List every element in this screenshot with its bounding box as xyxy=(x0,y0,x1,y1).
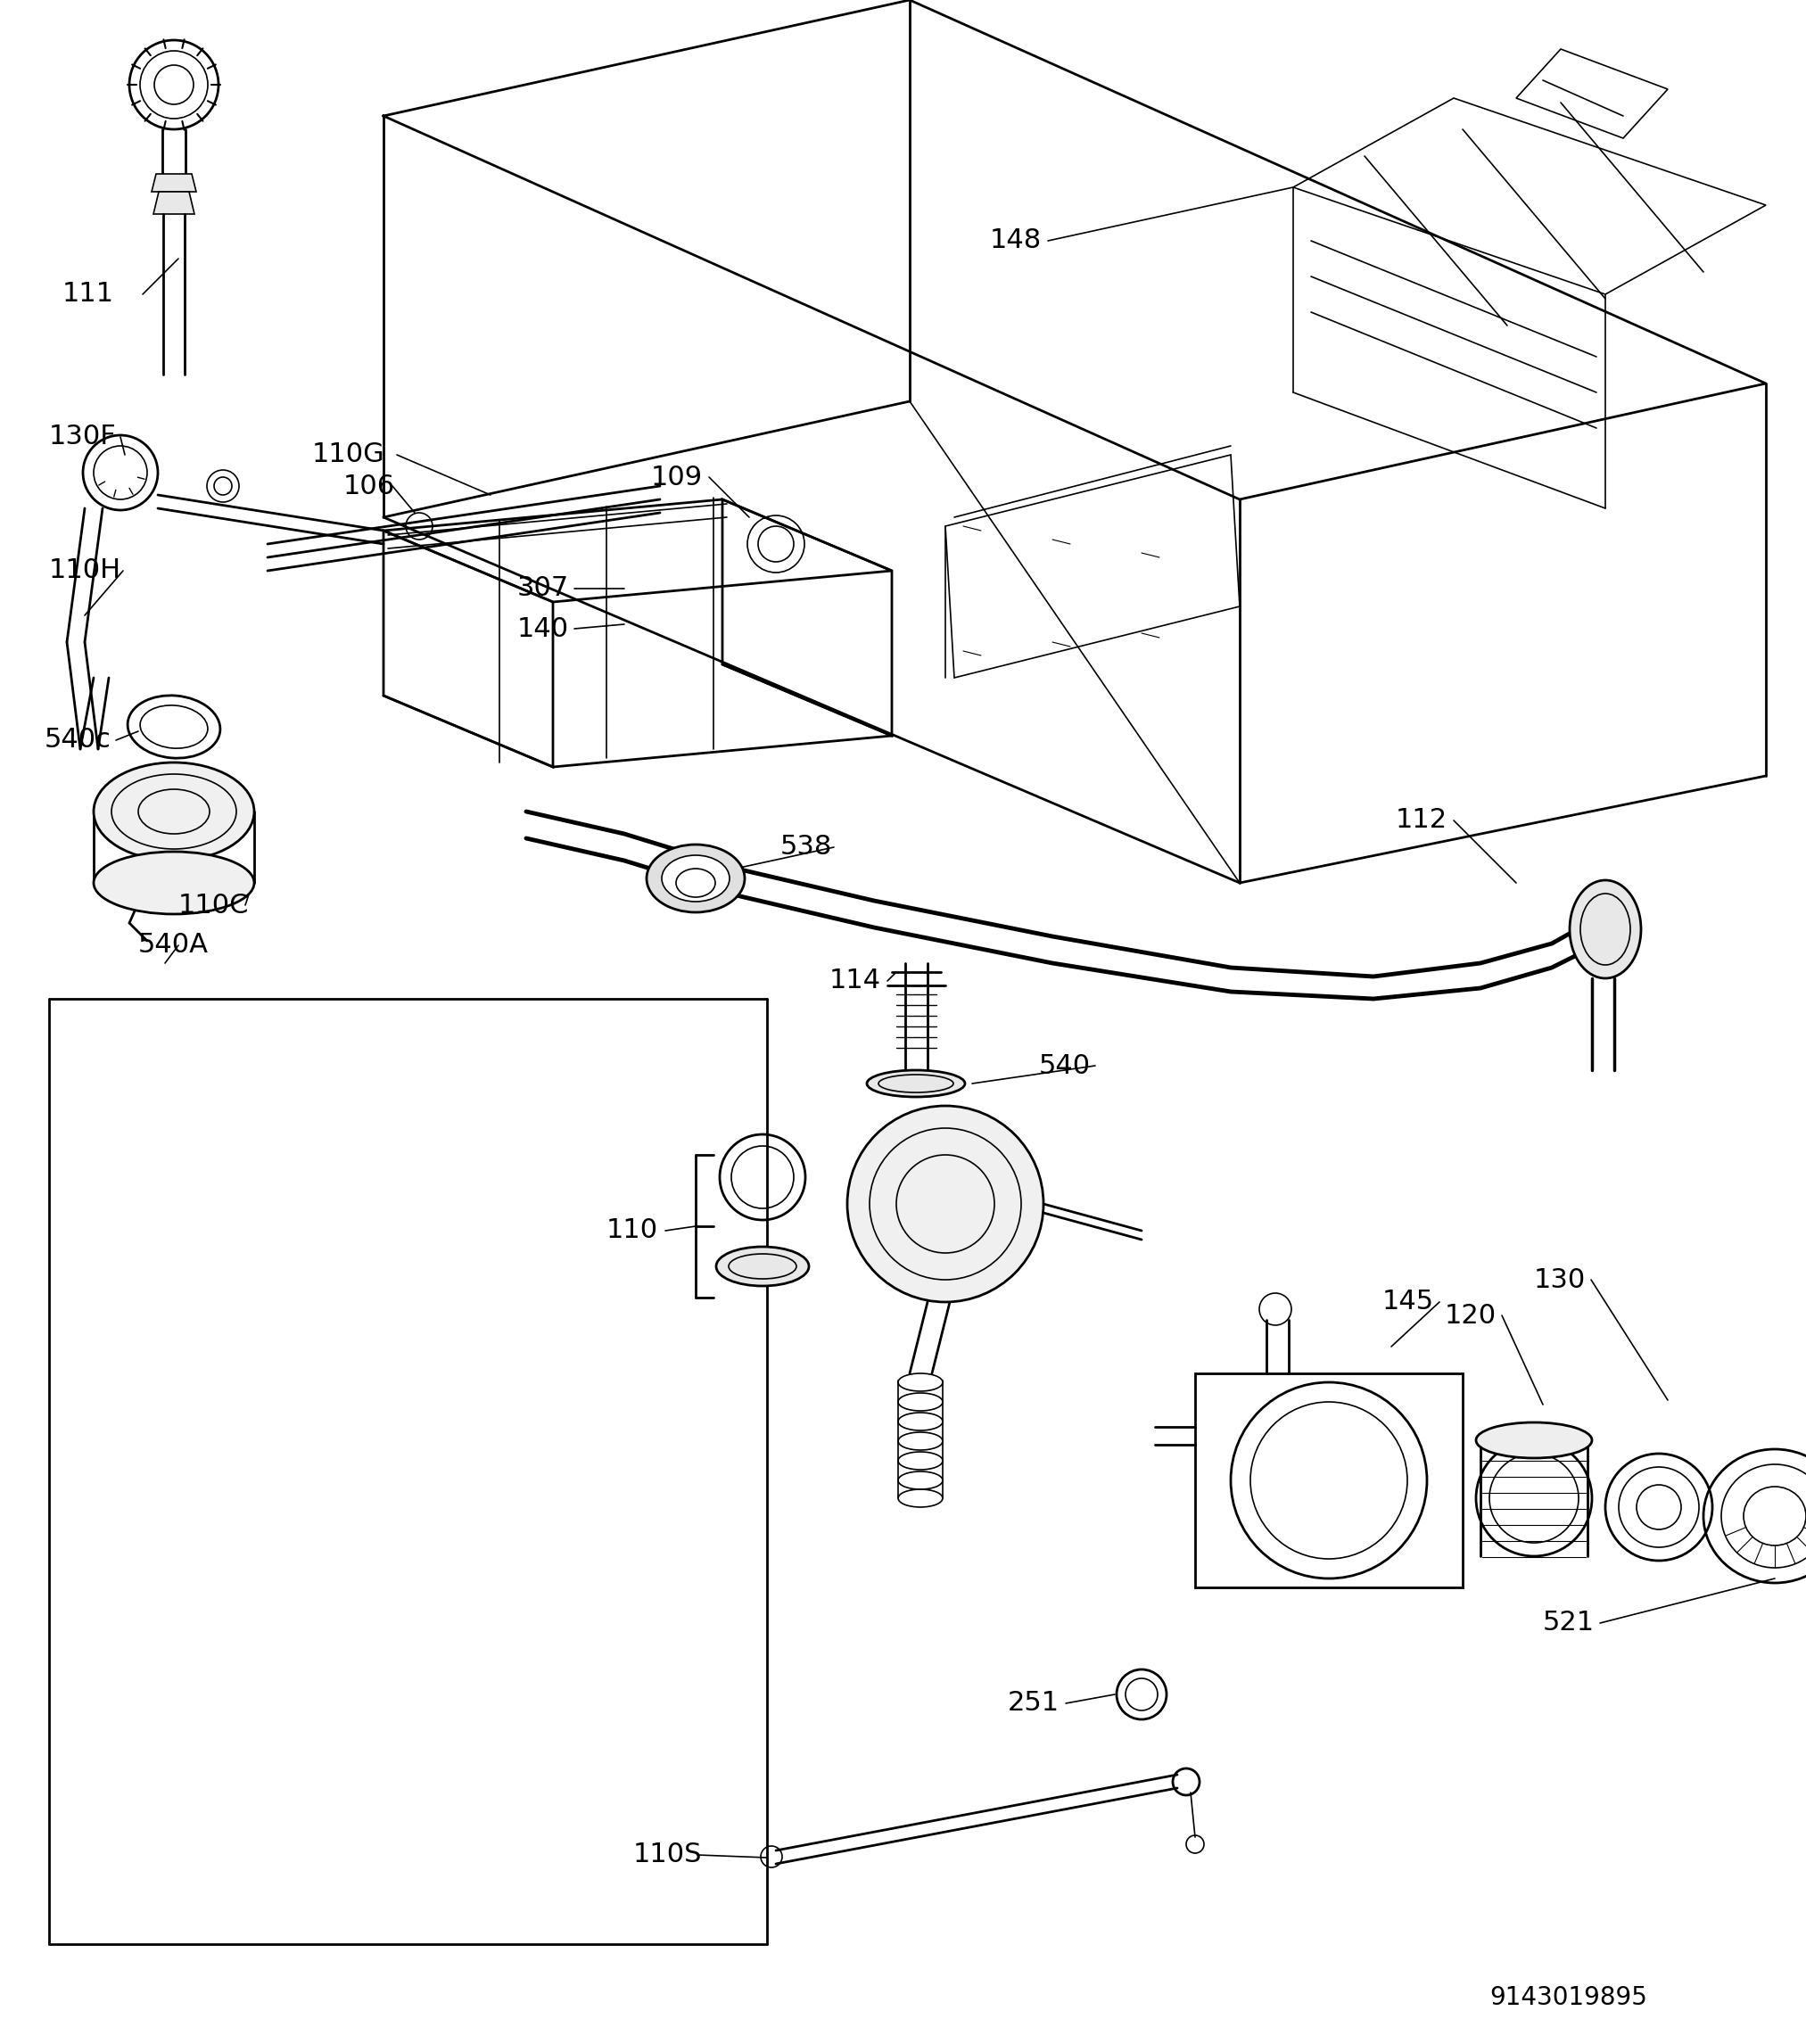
Text: 112: 112 xyxy=(1396,807,1448,834)
Polygon shape xyxy=(154,192,195,215)
Text: 106: 106 xyxy=(343,472,396,499)
Text: 110S: 110S xyxy=(634,1842,703,1868)
Text: 111: 111 xyxy=(63,282,114,307)
Ellipse shape xyxy=(1569,881,1642,979)
Text: 251: 251 xyxy=(1008,1690,1060,1717)
Text: 540A: 540A xyxy=(139,932,209,959)
Ellipse shape xyxy=(94,762,255,861)
Ellipse shape xyxy=(94,852,255,914)
Text: 148: 148 xyxy=(990,227,1042,253)
Text: 110: 110 xyxy=(607,1218,659,1243)
Text: 130F: 130F xyxy=(49,423,117,450)
Ellipse shape xyxy=(1476,1423,1591,1457)
Ellipse shape xyxy=(717,1247,809,1286)
Text: 140: 140 xyxy=(517,615,569,642)
Text: 114: 114 xyxy=(829,969,881,993)
Text: 145: 145 xyxy=(1382,1290,1434,1314)
Ellipse shape xyxy=(661,854,730,901)
Text: 110H: 110H xyxy=(49,558,121,585)
Ellipse shape xyxy=(867,1071,964,1098)
Text: 130: 130 xyxy=(1533,1267,1586,1292)
Circle shape xyxy=(847,1106,1044,1302)
Text: 307: 307 xyxy=(517,576,569,601)
Polygon shape xyxy=(152,174,197,192)
Text: 110C: 110C xyxy=(179,893,249,918)
Text: 120: 120 xyxy=(1445,1302,1497,1329)
Text: 109: 109 xyxy=(650,464,703,491)
Text: 540: 540 xyxy=(1038,1053,1091,1079)
Text: 110G: 110G xyxy=(312,442,385,468)
Text: 521: 521 xyxy=(1542,1611,1595,1635)
Text: 9143019895: 9143019895 xyxy=(1490,1985,1647,2009)
Text: 538: 538 xyxy=(780,834,833,861)
Ellipse shape xyxy=(647,844,744,912)
Text: 540c: 540c xyxy=(45,728,112,752)
